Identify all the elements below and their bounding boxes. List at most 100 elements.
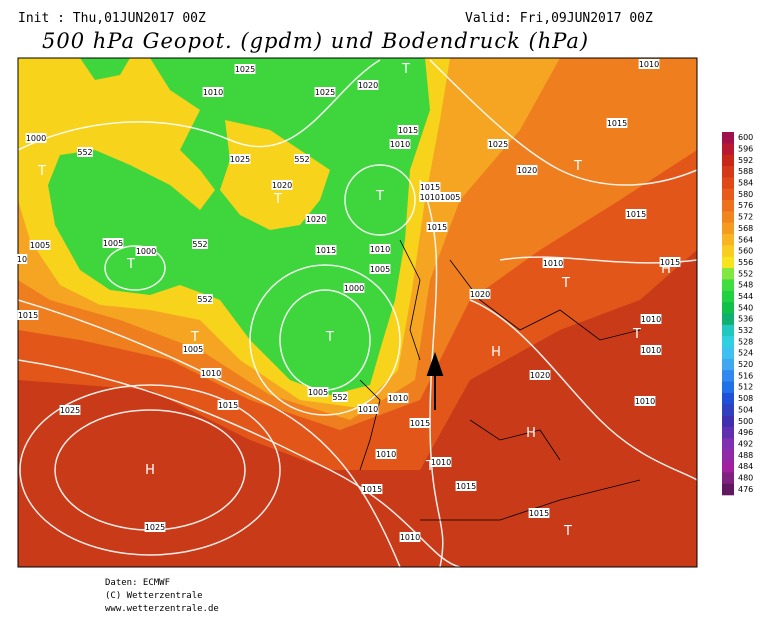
colorbar-swatch [722,415,734,428]
label-bg [135,246,157,256]
label-bg [307,387,329,397]
colorbar-swatch [722,268,734,280]
colorbar-label: 552 [738,269,753,278]
label-bg [16,254,28,264]
colorbar-label: 540 [738,303,753,312]
label-bg [409,418,431,428]
label-bg [455,481,477,491]
footer-source: Daten: ECMWF [105,578,170,588]
isobar-label: 1015 [316,246,336,255]
isobar-label: 1005 [103,239,123,248]
isobar-label: 1015 [660,258,680,267]
label-bg [516,165,538,175]
colorbar-label: 492 [738,439,753,448]
colorbar-label: 496 [738,428,753,437]
colorbar-label: 520 [738,360,753,369]
colorbar-label: 500 [738,417,753,426]
colorbar-swatch [722,132,734,144]
label-bg [659,257,681,267]
isobar-label: 1025 [488,140,508,149]
label-bg [487,139,509,149]
pressure-center: H [526,426,536,441]
isobar-label: 1010 [543,259,563,268]
isobar-label: 1010 [431,458,451,467]
colorbar-label: 600 [738,133,753,142]
isobar-label: 552 [294,155,309,164]
label-bg [419,182,441,192]
label-bg [357,80,379,90]
colorbar-swatch [722,324,734,337]
colorbar-label: 564 [738,235,753,244]
pressure-center: T [401,62,410,77]
isobar-label: 1010 [388,394,408,403]
init-time: Init : Thu,01JUN2017 00Z [18,11,206,26]
colorbar-label: 528 [738,337,753,346]
isobar-label: 1015 [398,126,418,135]
pressure-center: T [375,189,384,204]
colorbar-swatch [722,177,734,190]
colorbar-swatch [722,222,734,235]
isobar-label: 552 [192,240,207,249]
colorbar-swatch [722,188,734,201]
isobar-label: 1005 [308,388,328,397]
isobar-label: 1025 [235,65,255,74]
isobar-label: 10101005 [420,193,461,202]
isobar-label: 1000 [26,134,46,143]
isobar-label: 1010 [635,397,655,406]
pressure-center: T [190,330,199,345]
isobar-label: 1015 [626,210,646,219]
colorbar-label: 536 [738,315,753,324]
label-bg [192,239,208,249]
isobar-label: 10 [17,255,27,264]
label-bg [200,368,222,378]
isobar-label: 1020 [306,215,326,224]
colorbar-swatch [722,290,734,303]
isobar-label: 1015 [456,482,476,491]
colorbar-label: 524 [738,349,753,358]
label-bg [315,245,337,255]
colorbar-label: 512 [738,383,753,392]
label-bg [469,289,491,299]
valid-time: Valid: Fri,09JUN2017 00Z [465,11,653,26]
colorbar-swatch [722,234,734,246]
isobar-label: 1010 [641,315,661,324]
pressure-center: T [425,459,434,474]
isobar-label: 1025 [315,88,335,97]
label-bg [77,147,93,157]
colorbar-label: 584 [738,179,753,188]
label-bg [144,522,166,532]
pressure-center: T [325,330,334,345]
isobar-label: 1025 [60,406,80,415]
colorbar-label: 508 [738,394,753,403]
isobar-label: 1005 [30,241,50,250]
colorbar-swatch [722,426,734,439]
isobar-label: 1015 [529,509,549,518]
label-bg [634,396,656,406]
isobar-label: 1025 [230,155,250,164]
label-bg [640,345,662,355]
colorbar-swatch [722,336,734,348]
isobar-label: 1025 [145,523,165,532]
label-bg [542,258,564,268]
colorbar-swatch [722,313,734,326]
label-bg [182,344,204,354]
colorbar-swatch [722,438,734,450]
label-bg [638,59,660,69]
label-bg [419,192,461,202]
label-bg [389,139,411,149]
label-bg [314,87,336,97]
label-bg [361,484,383,494]
isobar-label: 1005 [183,345,203,354]
pressure-center: T [126,257,135,272]
isobar-label: 1010 [390,140,410,149]
colorbar-label: 568 [738,224,753,233]
isobar-label: 1020 [358,81,378,90]
pressure-center: H [491,345,501,360]
colorbar-label: 560 [738,247,753,256]
colorbar-label: 544 [738,292,753,301]
isobar-label: 1010 [203,88,223,97]
colorbar-swatch [722,449,734,462]
map [18,58,697,567]
isobar-label: 1005 [370,265,390,274]
